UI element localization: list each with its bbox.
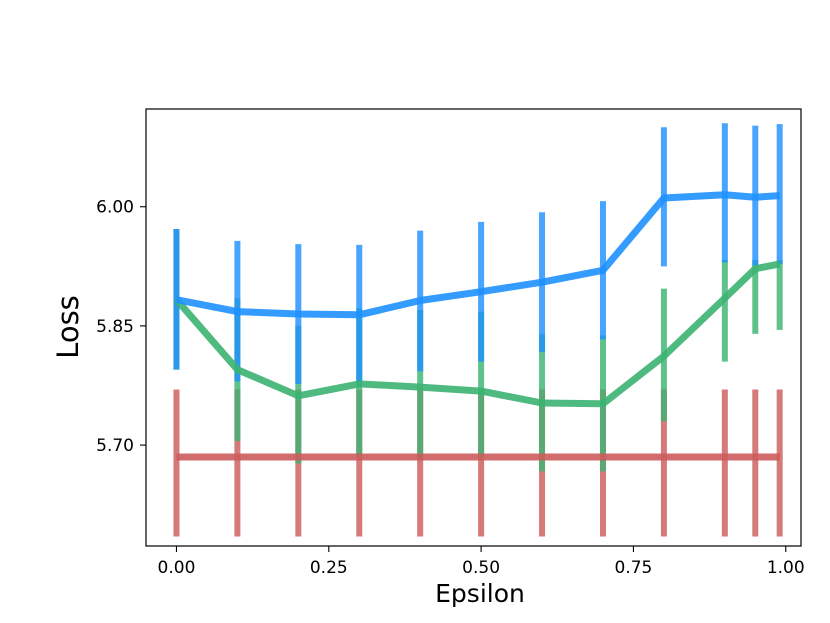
x-tick-label: 0.50 <box>462 558 500 578</box>
y-tick-label: 5.70 <box>96 436 134 456</box>
x-axis: 0.00 0.25 0.50 0.75 1.00 <box>158 546 805 578</box>
y-tick-label: 6.00 <box>96 198 134 218</box>
y-axis-label: Loss <box>51 295 85 359</box>
series-lines <box>173 191 781 461</box>
series-line-2 <box>175 191 780 319</box>
y-tick-label: 5.85 <box>96 317 134 337</box>
x-tick-label: 0.75 <box>615 558 653 578</box>
x-tick-label: 0.25 <box>310 558 348 578</box>
x-axis-label: Epsilon <box>435 579 525 608</box>
y-axis: 5.70 5.85 6.00 <box>96 198 146 456</box>
plot-frame <box>145 108 802 547</box>
series-line-1 <box>173 260 781 408</box>
x-tick-label: 1.00 <box>767 558 805 578</box>
x-tick-label: 0.00 <box>158 558 196 578</box>
